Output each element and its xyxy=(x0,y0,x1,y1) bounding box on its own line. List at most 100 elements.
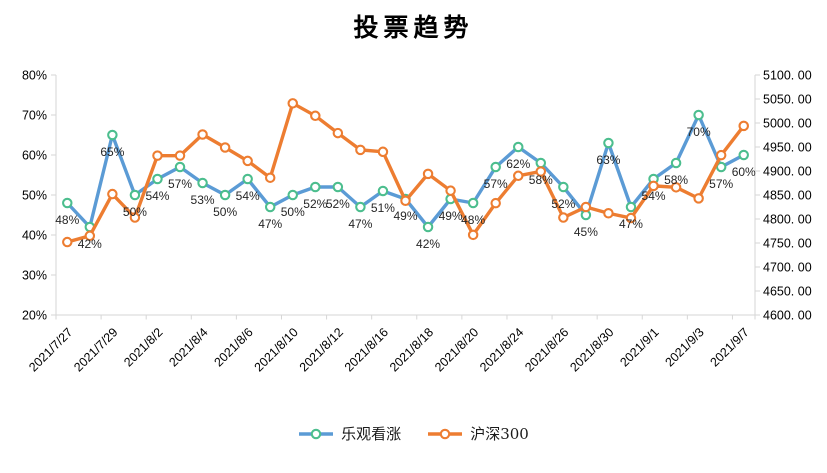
x-axis-tick-label: 2021/9/7 xyxy=(708,325,752,369)
data-point-marker xyxy=(84,230,96,242)
data-point-label: 54% xyxy=(236,189,260,203)
data-point-marker xyxy=(107,129,118,141)
right-axis-tick-label: 4650. 00 xyxy=(763,285,812,299)
x-axis-tick-label: 2021/8/12 xyxy=(297,325,346,374)
data-point-marker xyxy=(310,181,321,193)
data-point-label: 63% xyxy=(596,153,620,167)
legend-item-csi300: 沪深300 xyxy=(427,423,529,444)
data-point-marker xyxy=(490,161,501,173)
right-axis-tick-label: 5100. 00 xyxy=(763,69,812,83)
data-point-label: 52% xyxy=(303,197,327,211)
right-axis-tick-label: 5000. 00 xyxy=(763,117,812,131)
data-point-marker xyxy=(400,195,411,207)
data-point-marker xyxy=(693,193,704,204)
data-point-marker xyxy=(197,177,208,189)
x-axis-tick-label: 2021/8/2 xyxy=(121,325,165,369)
data-point-label: 57% xyxy=(709,177,733,191)
legend-item-optimistic: 乐观看涨 xyxy=(298,423,401,444)
data-point-label: 65% xyxy=(100,145,124,159)
data-point-marker xyxy=(242,173,253,185)
legend: 乐观看涨 沪深300 xyxy=(0,423,827,444)
data-point-marker xyxy=(715,149,727,161)
right-axis-tick-label: 4700. 00 xyxy=(763,261,812,275)
data-point-marker xyxy=(152,173,163,185)
data-point-marker xyxy=(107,188,118,200)
right-axis-tick-label: 4850. 00 xyxy=(763,189,812,203)
data-point-marker xyxy=(445,185,456,196)
left-axis-tick-label: 50% xyxy=(22,189,47,203)
data-point-marker xyxy=(310,110,321,122)
left-axis-tick-label: 80% xyxy=(22,69,47,83)
data-point-label: 42% xyxy=(416,237,440,251)
data-point-marker xyxy=(738,120,749,132)
data-point-marker xyxy=(264,172,276,183)
data-point-label: 47% xyxy=(258,217,282,231)
data-point-marker xyxy=(287,189,299,201)
left-axis-tick-label: 30% xyxy=(22,269,47,283)
data-point-marker xyxy=(129,212,141,223)
data-point-marker xyxy=(62,197,73,209)
data-point-marker xyxy=(467,229,479,241)
right-axis-tick-label: 4900. 00 xyxy=(763,165,812,179)
data-point-marker xyxy=(715,161,727,173)
right-axis-tick-label: 4950. 00 xyxy=(763,141,812,155)
data-point-marker xyxy=(738,149,749,161)
data-point-label: 52% xyxy=(551,197,575,211)
data-point-label: 48% xyxy=(461,213,485,227)
data-point-label: 48% xyxy=(55,213,79,227)
data-point-marker xyxy=(355,201,366,213)
data-point-marker xyxy=(332,127,344,139)
data-point-label: 49% xyxy=(393,209,417,223)
x-axis-tick-label: 2021/8/16 xyxy=(342,325,391,374)
data-point-marker xyxy=(625,201,637,213)
left-axis-tick-label: 70% xyxy=(22,109,47,123)
x-axis-tick-label: 2021/9/3 xyxy=(662,325,706,369)
legend-label-optimistic: 乐观看涨 xyxy=(341,425,402,443)
data-point-marker xyxy=(512,170,524,182)
data-point-marker xyxy=(467,197,479,209)
data-point-marker xyxy=(377,185,389,197)
data-point-label: 62% xyxy=(506,157,530,171)
data-point-marker xyxy=(332,181,344,193)
data-point-marker xyxy=(648,180,659,192)
x-axis-tick-label: 2021/8/26 xyxy=(522,325,571,374)
legend-label-csi300: 沪深300 xyxy=(470,425,529,443)
data-point-marker xyxy=(670,157,682,169)
data-point-marker xyxy=(535,157,547,169)
data-point-marker xyxy=(62,236,73,248)
left-axis-tick-label: 20% xyxy=(22,309,47,323)
data-point-marker xyxy=(264,201,276,213)
x-axis-tick-label: 2021/8/10 xyxy=(252,325,301,374)
data-point-marker xyxy=(287,98,299,109)
left-axis-tick-label: 60% xyxy=(22,149,47,163)
data-point-marker xyxy=(152,150,163,161)
x-axis-tick-label: 2021/8/6 xyxy=(211,325,255,369)
data-point-marker xyxy=(603,137,614,149)
x-axis-tick-label: 2021/7/27 xyxy=(26,325,75,374)
x-axis-tick-label: 2021/9/1 xyxy=(617,325,661,369)
data-point-label: 58% xyxy=(664,173,688,187)
data-point-label: 49% xyxy=(439,209,463,223)
data-point-marker xyxy=(129,189,141,201)
data-point-label: 47% xyxy=(348,217,372,231)
x-axis-tick-label: 2021/8/20 xyxy=(432,325,481,374)
data-point-label: 70% xyxy=(687,125,711,139)
data-point-label: 54% xyxy=(145,189,169,203)
data-point-label: 57% xyxy=(168,177,192,191)
data-point-marker xyxy=(219,189,231,201)
right-axis-tick-label: 4800. 00 xyxy=(763,213,812,227)
x-axis-tick-label: 2021/8/30 xyxy=(567,325,616,374)
data-point-marker xyxy=(422,168,434,180)
line-marker-icon-orange xyxy=(428,428,463,439)
data-point-marker xyxy=(558,212,569,223)
right-axis-tick-label: 4600. 00 xyxy=(763,309,812,323)
data-point-marker xyxy=(377,146,389,158)
left-axis-tick-label: 40% xyxy=(22,229,47,243)
data-point-marker xyxy=(693,109,704,121)
data-point-label: 50% xyxy=(281,205,305,219)
data-point-marker xyxy=(670,182,682,193)
data-point-marker xyxy=(490,197,501,209)
x-axis-tick-label: 2021/8/18 xyxy=(387,325,436,374)
